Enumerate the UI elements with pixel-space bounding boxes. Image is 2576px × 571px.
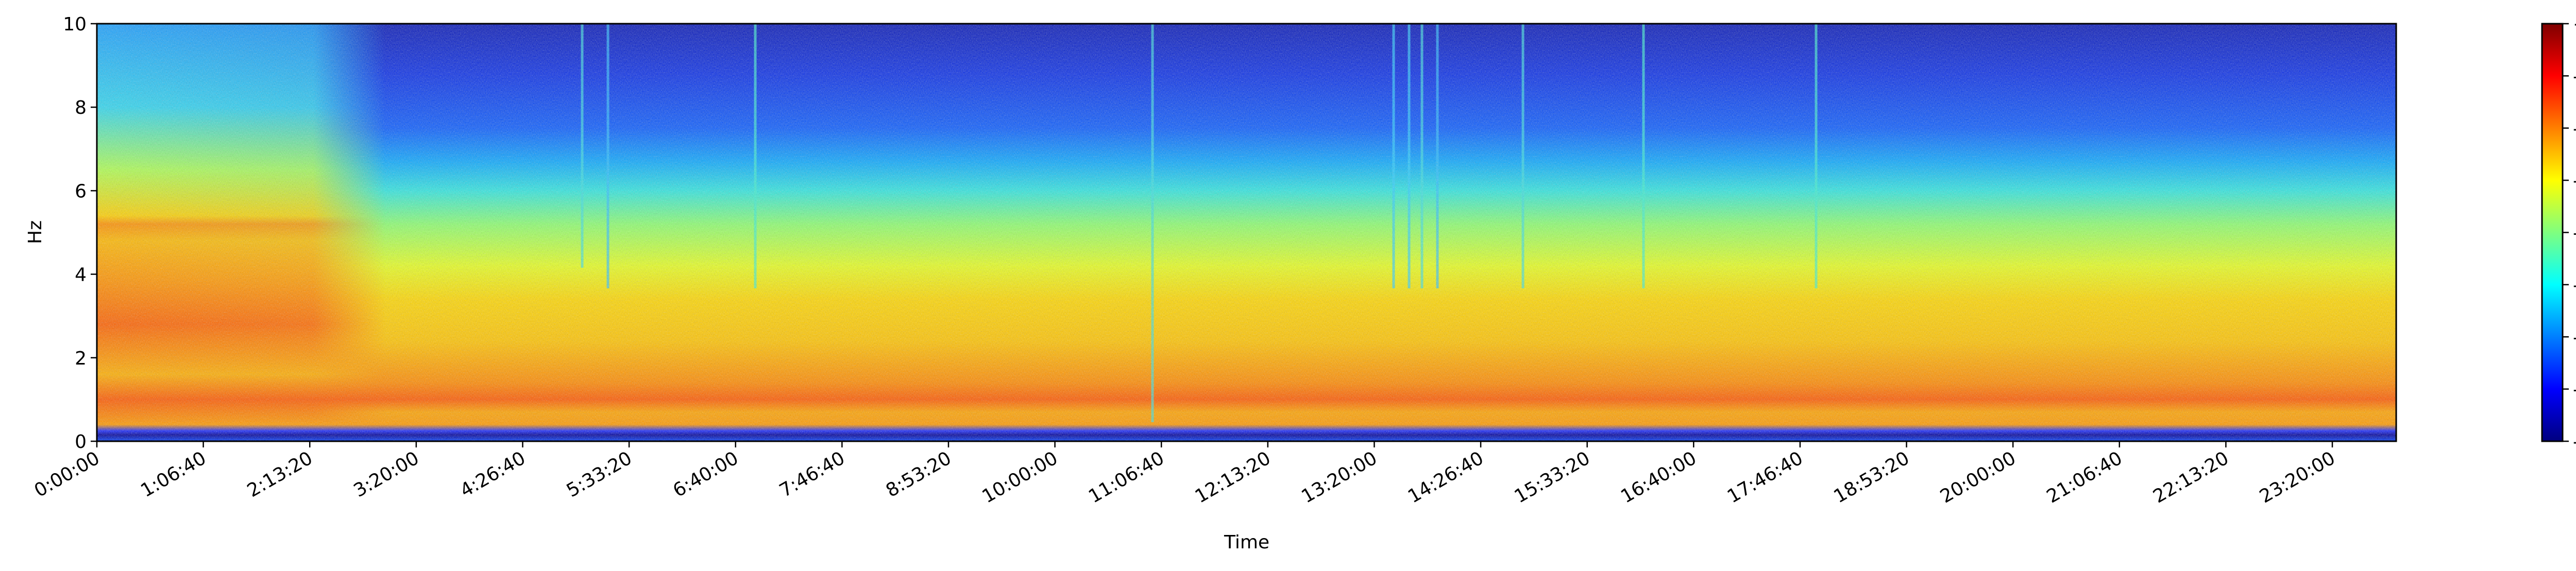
colorbar-tick-label: -20 dB [2573,118,2576,140]
x-tick-label: 20:00:00 [1937,447,2020,507]
spectrogram [97,24,2396,441]
colorbar-fill [2542,24,2563,441]
x-tick-label: 10:00:00 [979,447,1062,507]
x-tick-label: 21:06:40 [2043,447,2126,507]
y-tick-label: 4 [75,265,87,286]
colorbar-tick-label: -80 dB [2573,431,2576,453]
colorbar-tick-label: +0 dB [2573,14,2576,35]
colorbar-tick-label: -60 dB [2573,327,2576,348]
x-tick-label: 0:00:00 [31,447,104,501]
colorbar-tick-label: -70 dB [2573,379,2576,401]
x-tick-label: 1:06:40 [137,447,210,501]
plot-frame [96,23,2397,442]
x-tick-label: 6:40:00 [670,447,742,501]
x-tick-label: 3:20:00 [350,447,423,501]
x-tick-label: 4:26:40 [456,447,529,501]
x-axis-label: Time [1224,532,1269,553]
x-tick-label: 7:46:40 [776,447,849,501]
x-tick-label: 11:06:40 [1085,447,1168,507]
y-tick-label: 0 [75,431,87,453]
colorbar-tick-label: -50 dB [2573,275,2576,296]
y-tick-label: 6 [75,181,87,202]
x-tick-label: 15:33:20 [1511,447,1594,507]
x-tick-label: 23:20:00 [2256,447,2339,507]
x-axis: 0:00:00 1:06:40 2:13:20 3:20:00 4:26:40 5:33:… [31,441,2339,508]
x-tick-label: 22:13:20 [2149,447,2232,507]
x-tick-label: 16:40:00 [1617,447,1700,507]
colorbar-tick-label: -10 dB [2573,66,2576,87]
colorbar: +0 dB -10 dB -20 dB -30 dB -40 dB -50 dB -60 d… [2541,14,2576,453]
x-tick-label: 2:13:20 [244,447,316,501]
x-tick-label: 14:26:40 [1404,447,1487,507]
y-tick-label: 8 [75,97,87,118]
y-axis: 0 2 4 6 8 10 [63,14,97,453]
colorbar-tick-label: -30 dB [2573,170,2576,192]
y-axis-label: Hz [25,220,46,244]
x-tick-label: 17:46:40 [1724,447,1807,507]
x-tick-label: 12:13:20 [1192,447,1275,507]
x-tick-label: 8:53:20 [883,447,955,501]
x-tick-label: 13:20:00 [1298,447,1381,507]
spectrogram-texture [97,24,2396,441]
colorbar-tick-label: -40 dB [2573,223,2576,244]
x-tick-label: 18:53:20 [1831,447,1913,507]
y-tick-label: 10 [63,14,87,35]
x-tick-label: 5:33:20 [563,447,636,501]
y-tick-label: 2 [75,348,87,369]
